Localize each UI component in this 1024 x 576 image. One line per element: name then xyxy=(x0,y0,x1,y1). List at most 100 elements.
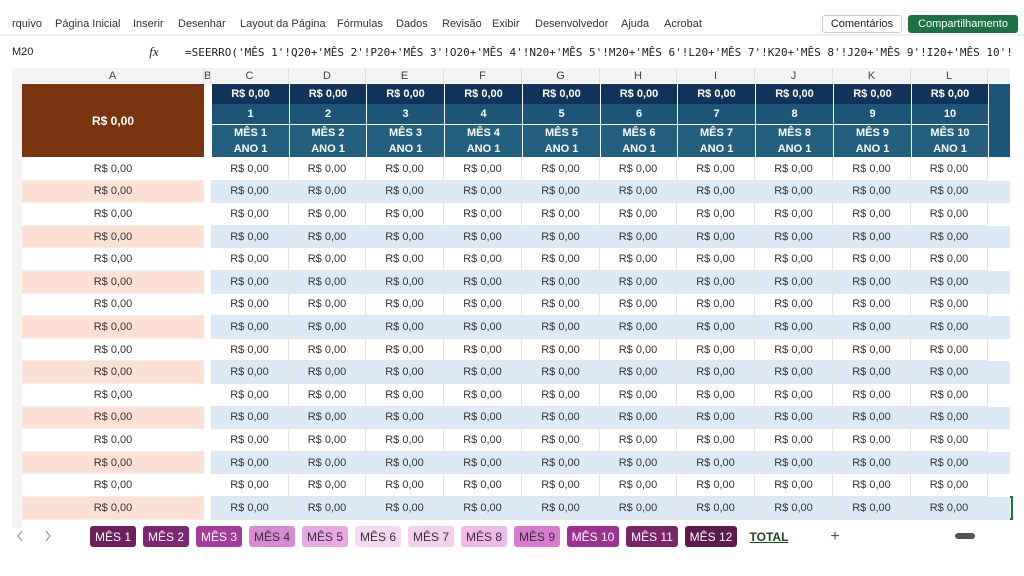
cell-a[interactable]: R$ 0,00 xyxy=(22,271,204,294)
cell[interactable]: R$ 0,00 xyxy=(522,316,600,339)
column-header[interactable]: H xyxy=(600,68,677,83)
cell[interactable]: R$ 0,00 xyxy=(522,158,600,181)
cell[interactable]: R$ 0,00 xyxy=(677,474,755,497)
menu-item[interactable]: Ajuda xyxy=(621,18,650,30)
cell[interactable]: R$ 0,00 xyxy=(677,271,755,294)
cell[interactable]: R$ 0,00 xyxy=(289,429,366,452)
cell[interactable]: R$ 0,00 xyxy=(444,271,522,294)
cell[interactable]: R$ 0,00 xyxy=(677,384,755,407)
column-header[interactable]: C xyxy=(211,68,289,83)
menu-item[interactable]: Desenhar xyxy=(178,18,226,30)
cell[interactable]: R$ 0,00 xyxy=(444,180,522,204)
column-header[interactable]: I xyxy=(677,68,755,83)
cell[interactable]: R$ 0,00 xyxy=(600,406,677,430)
cell[interactable]: R$ 0,00 xyxy=(444,406,522,430)
cell[interactable]: R$ 0,00 xyxy=(833,429,911,452)
cell[interactable]: R$ 0,00 xyxy=(911,248,988,271)
cell[interactable]: R$ 0,00 xyxy=(522,429,600,452)
cell[interactable]: R$ 0,00 xyxy=(677,293,755,317)
cell[interactable]: R$ 0,00 xyxy=(911,474,988,497)
cell[interactable]: R$ 0,00 xyxy=(600,225,677,249)
cell[interactable]: R$ 0,00 xyxy=(833,474,911,497)
cell[interactable]: R$ 0,00 xyxy=(833,316,911,339)
cell[interactable]: R$ 0,00 xyxy=(522,338,600,362)
cell[interactable]: R$ 0,00 xyxy=(444,384,522,407)
cell[interactable]: R$ 0,00 xyxy=(755,338,833,362)
cell[interactable]: R$ 0,00 xyxy=(289,316,366,339)
cell[interactable]: R$ 0,00 xyxy=(522,248,600,271)
cell[interactable]: R$ 0,00 xyxy=(911,180,988,204)
cell[interactable]: R$ 0,00 xyxy=(600,271,677,294)
cell[interactable]: R$ 0,00 xyxy=(211,180,289,204)
sheet-tab[interactable]: MÊS 7 xyxy=(408,526,454,547)
cell[interactable]: R$ 0,00 xyxy=(833,451,911,475)
cell[interactable]: R$ 0,00 xyxy=(522,451,600,475)
cell[interactable]: R$ 0,00 xyxy=(833,361,911,384)
new-sheet-button[interactable]: + xyxy=(830,527,840,545)
cell[interactable]: R$ 0,00 xyxy=(211,497,289,520)
cell[interactable]: R$ 0,00 xyxy=(755,248,833,271)
sheet-tab[interactable]: MÊS 1 xyxy=(90,526,136,547)
cell[interactable]: R$ 0,00 xyxy=(289,293,366,317)
sheet-tab[interactable]: MÊS 6 xyxy=(355,526,401,547)
cell-a[interactable]: R$ 0,00 xyxy=(22,248,204,271)
cell[interactable]: R$ 0,00 xyxy=(366,406,444,430)
cell[interactable]: R$ 0,00 xyxy=(600,158,677,181)
cell[interactable]: R$ 0,00 xyxy=(755,271,833,294)
cell[interactable]: R$ 0,00 xyxy=(289,474,366,497)
cell[interactable]: R$ 0,00 xyxy=(366,225,444,249)
cell[interactable]: R$ 0,00 xyxy=(833,293,911,317)
column-header[interactable]: A xyxy=(22,68,204,83)
cell-a[interactable]: R$ 0,00 xyxy=(22,158,204,181)
menu-item[interactable]: Inserir xyxy=(133,18,164,30)
cell[interactable]: R$ 0,00 xyxy=(211,248,289,271)
cell-a[interactable]: R$ 0,00 xyxy=(22,203,204,226)
sheet-tab[interactable]: MÊS 9 xyxy=(514,526,560,547)
cell[interactable]: R$ 0,00 xyxy=(522,474,600,497)
cell[interactable]: R$ 0,00 xyxy=(677,180,755,204)
cell[interactable]: R$ 0,00 xyxy=(600,248,677,271)
cell[interactable]: R$ 0,00 xyxy=(289,451,366,475)
cell[interactable]: R$ 0,00 xyxy=(600,180,677,204)
cell[interactable]: R$ 0,00 xyxy=(522,384,600,407)
cell[interactable]: R$ 0,00 xyxy=(755,361,833,384)
sheet-tab[interactable]: MÊS 3 xyxy=(196,526,242,547)
cell[interactable]: R$ 0,00 xyxy=(677,406,755,430)
cell[interactable]: R$ 0,00 xyxy=(211,203,289,226)
cell[interactable]: R$ 0,00 xyxy=(366,451,444,475)
column-header[interactable]: J xyxy=(755,68,833,83)
cell[interactable]: R$ 0,00 xyxy=(755,474,833,497)
cell[interactable]: R$ 0,00 xyxy=(911,225,988,249)
cell[interactable]: R$ 0,00 xyxy=(366,429,444,452)
cell[interactable]: R$ 0,00 xyxy=(677,158,755,181)
cell[interactable]: R$ 0,00 xyxy=(911,451,988,475)
cell[interactable]: R$ 0,00 xyxy=(833,497,911,520)
cell[interactable]: R$ 0,00 xyxy=(833,384,911,407)
cell[interactable]: R$ 0,00 xyxy=(600,338,677,362)
cell[interactable]: R$ 0,00 xyxy=(289,361,366,384)
cell[interactable]: R$ 0,00 xyxy=(289,384,366,407)
cell[interactable]: R$ 0,00 xyxy=(833,225,911,249)
cell[interactable]: R$ 0,00 xyxy=(522,271,600,294)
sheet-tab[interactable]: MÊS 12 xyxy=(685,526,737,547)
cell[interactable]: R$ 0,00 xyxy=(366,293,444,317)
cell[interactable]: R$ 0,00 xyxy=(755,203,833,226)
cell-a[interactable]: R$ 0,00 xyxy=(22,451,204,475)
sheet-tab[interactable]: MÊS 4 xyxy=(249,526,295,547)
cell[interactable]: R$ 0,00 xyxy=(289,338,366,362)
cell[interactable]: R$ 0,00 xyxy=(211,361,289,384)
cell-a[interactable]: R$ 0,00 xyxy=(22,497,204,520)
cell[interactable]: R$ 0,00 xyxy=(444,451,522,475)
column-header[interactable]: G xyxy=(522,68,600,83)
cell[interactable]: R$ 0,00 xyxy=(366,158,444,181)
cell[interactable]: R$ 0,00 xyxy=(755,225,833,249)
cell[interactable]: R$ 0,00 xyxy=(833,203,911,226)
cell[interactable]: R$ 0,00 xyxy=(444,338,522,362)
cell[interactable]: R$ 0,00 xyxy=(289,180,366,204)
cell-a[interactable]: R$ 0,00 xyxy=(22,293,204,317)
cell[interactable]: R$ 0,00 xyxy=(211,406,289,430)
cell[interactable]: R$ 0,00 xyxy=(444,203,522,226)
menu-item[interactable]: Exibir xyxy=(492,18,520,30)
cell[interactable]: R$ 0,00 xyxy=(444,497,522,520)
sheet-tab[interactable]: MÊS 11 xyxy=(626,526,678,547)
